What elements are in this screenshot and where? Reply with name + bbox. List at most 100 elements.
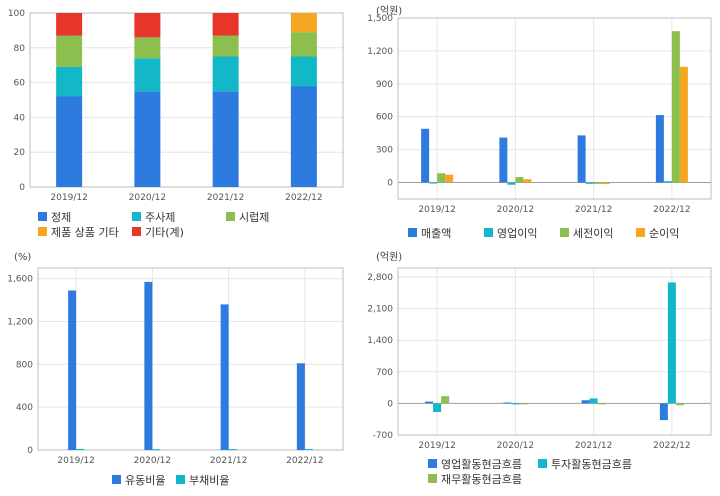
bar-0-2-0 xyxy=(56,35,83,67)
y-tick-label: 1,200 xyxy=(7,318,33,328)
legend-swatch xyxy=(538,459,547,468)
bar-0-0-1 xyxy=(134,91,161,187)
y-tick-label: 1,600 xyxy=(7,275,33,285)
legend-item[interactable]: 세전이익 xyxy=(560,227,613,240)
bar-2-1-1 xyxy=(152,449,161,451)
legend-item[interactable]: 유동비율 xyxy=(112,474,165,487)
legend-label: 정제 xyxy=(51,211,71,224)
bar-0-1-2 xyxy=(212,56,239,92)
plot-frame xyxy=(29,12,344,188)
bar-2-0-0 xyxy=(68,290,77,450)
legend-label: 순이익 xyxy=(649,227,679,240)
legend-label: 제품 상품 기타 xyxy=(51,226,119,239)
y-tick-label: 80 xyxy=(14,44,26,54)
bar-0-4-2 xyxy=(212,13,239,36)
legend-label: 주사제 xyxy=(145,211,175,224)
legend-swatch xyxy=(226,212,235,221)
legend-label: 영업활동현금흐름 xyxy=(441,457,522,471)
legend-label: 기타(계) xyxy=(145,226,184,239)
unit-label: (억원) xyxy=(376,251,402,263)
y-tick-label: 0 xyxy=(19,183,25,193)
bar-3-2-1 xyxy=(519,403,528,405)
legend-swatch xyxy=(176,475,185,484)
legend-swatch xyxy=(484,228,493,237)
x-tick-label: 2019/12 xyxy=(418,441,455,451)
y-tick-label: 100 xyxy=(8,9,25,19)
x-tick-label: 2020/12 xyxy=(497,205,534,215)
legend-item[interactable]: 주사제 xyxy=(132,211,175,224)
x-tick-label: 2019/12 xyxy=(418,205,455,215)
bar-3-2-3 xyxy=(675,403,684,406)
legend-label: 매출액 xyxy=(421,227,451,240)
legend-item[interactable]: 재무활동현금흐름 xyxy=(428,472,522,486)
y-tick-label: 600 xyxy=(376,113,393,123)
y-tick-label: 300 xyxy=(376,146,393,156)
legend-item[interactable]: 순이익 xyxy=(636,227,679,240)
legend-item[interactable]: 영업이익 xyxy=(484,227,537,240)
bar-3-1-2 xyxy=(589,398,598,404)
x-tick-label: 2022/12 xyxy=(285,193,322,203)
bar-1-2-1 xyxy=(515,177,524,183)
legend-swatch xyxy=(428,459,437,468)
y-tick-label: 900 xyxy=(376,80,393,90)
bar-1-3-0 xyxy=(445,174,454,183)
bar-1-1-1 xyxy=(507,182,516,185)
bar-0-1-3 xyxy=(290,56,317,87)
bar-2-1-3 xyxy=(304,448,313,450)
bar-0-4-1 xyxy=(134,13,161,38)
y-tick-label: 0 xyxy=(387,399,393,409)
unit-label: (억원) xyxy=(376,5,402,17)
bar-3-2-0 xyxy=(441,396,450,404)
legend-swatch xyxy=(38,212,47,221)
bar-0-0-2 xyxy=(212,91,239,187)
y-tick-label: 60 xyxy=(14,79,26,89)
bar-0-2-3 xyxy=(290,32,317,57)
x-tick-label: 2020/12 xyxy=(497,441,534,451)
y-tick-label: -700 xyxy=(373,431,394,441)
plot-frame xyxy=(397,267,712,436)
legend-label: 영업이익 xyxy=(497,227,537,240)
bar-3-0-1 xyxy=(503,402,512,404)
bar-1-3-1 xyxy=(523,179,532,183)
legend-item[interactable]: 제품 상품 기타 xyxy=(38,226,119,239)
legend-item[interactable]: 부채비율 xyxy=(176,474,229,487)
y-tick-label: 0 xyxy=(27,446,33,456)
bar-2-0-2 xyxy=(220,304,229,450)
x-tick-label: 2021/12 xyxy=(575,205,612,215)
legend-label: 세전이익 xyxy=(573,227,613,240)
bar-0-2-1 xyxy=(134,37,161,59)
bar-1-1-3 xyxy=(663,181,672,183)
bar-3-0-3 xyxy=(659,403,668,421)
legend-swatch xyxy=(132,227,141,236)
bar-0-0-0 xyxy=(56,96,83,187)
legend-item[interactable]: 기타(계) xyxy=(132,226,184,239)
legend-item[interactable]: 정제 xyxy=(38,211,71,224)
bar-0-1-0 xyxy=(56,66,83,97)
bar-3-1-3 xyxy=(667,282,676,404)
bar-0-0-3 xyxy=(290,86,317,187)
legend-label: 시럽제 xyxy=(239,210,269,224)
bar-2-0-1 xyxy=(144,281,153,450)
unit-label: (%) xyxy=(14,252,31,263)
y-tick-label: 40 xyxy=(14,113,26,123)
x-tick-label: 2021/12 xyxy=(575,441,612,451)
x-tick-label: 2022/12 xyxy=(653,205,690,215)
bar-1-2-0 xyxy=(437,173,446,183)
chart-ratios: (%) 0 400 800 1,200 1,600 2019/12 2020/12 2021/1… xyxy=(7,252,344,487)
y-tick-label: 20 xyxy=(14,148,26,158)
legend-swatch xyxy=(132,212,141,221)
legend-label: 유동비율 xyxy=(125,474,165,487)
bar-3-1-1 xyxy=(511,403,520,405)
bar-0-2-2 xyxy=(212,35,239,57)
bar-1-1-2 xyxy=(585,182,594,184)
bar-1-2-3 xyxy=(671,31,680,183)
legend-item[interactable]: 시럽제 xyxy=(226,210,269,224)
legend-label: 투자활동현금흐름 xyxy=(551,457,632,471)
legend-item[interactable]: 투자활동현금흐름 xyxy=(538,457,632,471)
legend-swatch xyxy=(636,228,645,237)
y-tick-label: 1,400 xyxy=(367,336,393,346)
y-tick-label: 2,100 xyxy=(367,305,393,315)
legend-label: 재무활동현금흐름 xyxy=(441,472,522,486)
legend-item[interactable]: 영업활동현금흐름 xyxy=(428,457,522,471)
legend-item[interactable]: 매출액 xyxy=(408,227,451,240)
